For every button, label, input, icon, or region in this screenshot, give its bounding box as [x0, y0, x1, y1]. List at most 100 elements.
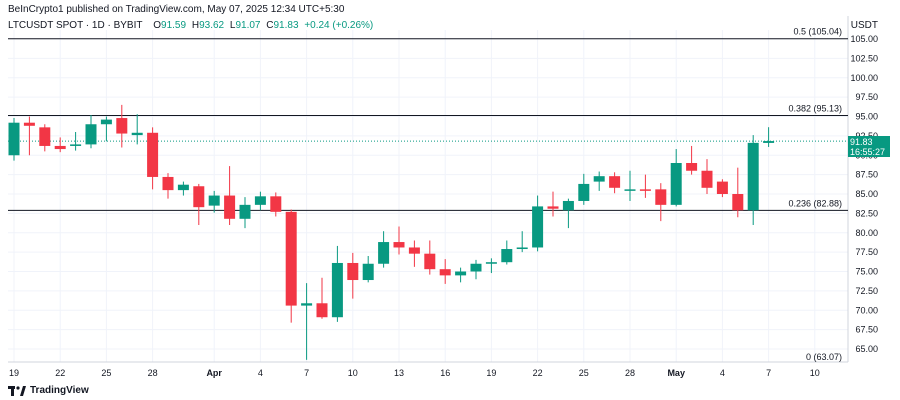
candle-body [747, 142, 759, 211]
x-tick-label: 19 [9, 368, 19, 378]
x-tick-label: 25 [101, 368, 111, 378]
candle-body [331, 262, 343, 318]
current-price-badge: 91.83 16:55:27 [848, 136, 890, 157]
y-tick-label: 87.50 [855, 170, 878, 180]
candle-countdown: 16:55:27 [850, 147, 886, 157]
candle-body [285, 211, 297, 306]
candle-body [208, 195, 220, 206]
candle-body [639, 189, 651, 191]
candle-body [455, 271, 467, 276]
y-tick-label: 82.50 [855, 208, 878, 218]
x-tick-label: 4 [720, 368, 725, 378]
low-value: 91.07 [235, 20, 261, 31]
high-label: H [191, 20, 200, 31]
y-tick-label: 100.00 [850, 73, 878, 83]
candle-body [162, 176, 174, 191]
x-tick-label: 28 [625, 368, 635, 378]
x-tick-label: 19 [486, 368, 496, 378]
y-tick-label: 75.00 [855, 267, 878, 277]
x-tick-label: Apr [206, 368, 222, 378]
candle-body [424, 253, 436, 270]
candle-body [193, 186, 205, 208]
candle-body [177, 184, 189, 191]
candle-body [239, 204, 251, 219]
ohlc-legend: LTCUSDT SPOT · 1D · BYBIT O91.59 H93.62 … [8, 20, 376, 31]
candle-body [670, 163, 682, 205]
candle-body [116, 118, 128, 134]
candle-body [655, 189, 667, 205]
candle-body [501, 249, 513, 263]
symbol-label[interactable]: LTCUSDT SPOT · 1D · BYBIT [8, 20, 143, 31]
candle-body [732, 194, 744, 211]
tradingview-logo-icon [8, 385, 26, 396]
x-tick-label: May [667, 368, 685, 378]
candle-body [254, 196, 266, 205]
fib-label: 0.236 (82.88) [788, 198, 842, 208]
candle-body [270, 196, 282, 212]
candle-body [23, 122, 35, 126]
y-tick-label: 92.50 [855, 131, 878, 141]
publish-info: BeInCrypto1 published on TradingView.com… [8, 4, 345, 15]
candle-body [609, 176, 621, 188]
y-tick-label: 105.00 [850, 34, 878, 44]
current-price-value: 91.83 [850, 137, 873, 147]
candle-body [562, 200, 574, 211]
x-tick-label: 10 [810, 368, 820, 378]
candle-body [547, 206, 559, 209]
y-tick-label: 77.50 [855, 247, 878, 257]
x-tick-label: 13 [394, 368, 404, 378]
candle-body [100, 119, 112, 125]
y-tick-label: 72.50 [855, 286, 878, 296]
y-tick-label: 65.00 [855, 344, 878, 354]
y-tick-label: 80.00 [855, 228, 878, 238]
candle-body [516, 247, 528, 250]
candle-body [70, 144, 82, 146]
y-tick-label: 85.00 [855, 189, 878, 199]
x-tick-label: 22 [55, 368, 65, 378]
fib-label: 0.5 (105.04) [793, 27, 842, 37]
x-tick-label: 10 [348, 368, 358, 378]
candle-body [686, 163, 698, 171]
low-label: L [229, 20, 236, 31]
x-tick-label: 28 [148, 368, 158, 378]
y-tick-label: 70.00 [855, 305, 878, 315]
close-value: 91.83 [273, 20, 299, 31]
candle-body [131, 132, 143, 136]
x-tick-label: 25 [579, 368, 589, 378]
x-tick-label: 7 [766, 368, 771, 378]
y-tick-label: 67.50 [855, 325, 878, 335]
y-tick-label: 95.00 [855, 112, 878, 122]
tradingview-footer[interactable]: TradingView [8, 385, 89, 396]
candle-body [408, 247, 420, 254]
candle-body [39, 127, 51, 146]
candle-body [593, 176, 605, 182]
candle-body [347, 262, 359, 281]
currency-label: USDT [850, 20, 878, 31]
candle-body [85, 124, 97, 145]
high-value: 93.62 [199, 20, 225, 31]
fib-label: 0.382 (95.13) [788, 103, 842, 113]
candle-body [147, 132, 159, 177]
candle-body [362, 263, 374, 281]
candle-body [393, 242, 405, 248]
change-value: +0.24 (+0.26%) [304, 20, 374, 31]
candle-body [701, 170, 713, 188]
candle-body [8, 122, 20, 156]
tradingview-brand: TradingView [30, 385, 89, 396]
y-tick-label: 102.50 [850, 53, 878, 63]
open-label: O [153, 20, 162, 31]
open-value: 91.59 [161, 20, 187, 31]
x-tick-label: 16 [440, 368, 450, 378]
candle-body [439, 269, 451, 276]
candle-body [378, 242, 390, 264]
candle-body [532, 206, 544, 248]
candle-body [316, 303, 328, 318]
candle-body [763, 141, 775, 143]
x-tick-label: 7 [304, 368, 309, 378]
candle-body [301, 303, 313, 306]
candle-body [578, 183, 590, 201]
candle-body [485, 262, 497, 264]
close-label: C [266, 20, 274, 31]
x-tick-label: 22 [533, 368, 543, 378]
